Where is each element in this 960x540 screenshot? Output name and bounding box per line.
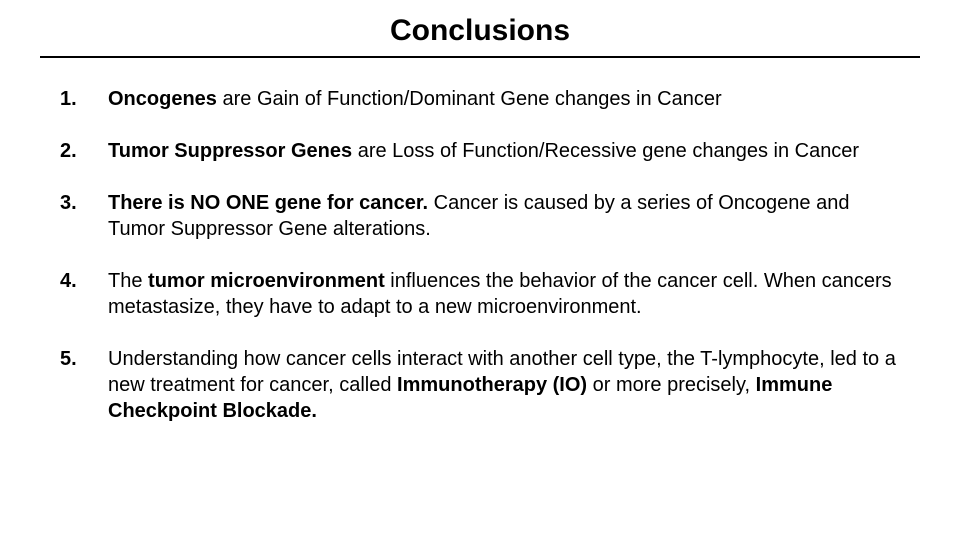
text-segment: are Loss of Function/Recessive gene chan… (352, 140, 859, 162)
item-text: Tumor Suppressor Genes are Loss of Funct… (108, 138, 910, 164)
item-text: There is NO ONE gene for cancer. Cancer … (108, 190, 910, 242)
text-segment: Oncogenes (108, 88, 217, 110)
list-item: 4.The tumor microenvironment influences … (60, 268, 910, 320)
text-segment: Tumor Suppressor Genes (108, 140, 352, 162)
item-number: 4. (60, 268, 108, 294)
list-item: 2.Tumor Suppressor Genes are Loss of Fun… (60, 138, 910, 164)
item-text: Understanding how cancer cells interact … (108, 346, 910, 424)
item-number: 1. (60, 86, 108, 112)
item-number: 5. (60, 346, 108, 372)
item-number: 3. (60, 190, 108, 216)
conclusions-list: 1.Oncogenes are Gain of Function/Dominan… (40, 86, 920, 424)
list-item: 5.Understanding how cancer cells interac… (60, 346, 910, 424)
text-segment: or more precisely, (587, 374, 756, 396)
item-number: 2. (60, 138, 108, 164)
text-segment: are Gain of Function/Dominant Gene chang… (217, 88, 722, 110)
text-segment: tumor microenvironment (148, 270, 385, 292)
list-item: 3.There is NO ONE gene for cancer. Cance… (60, 190, 910, 242)
item-text: Oncogenes are Gain of Function/Dominant … (108, 86, 910, 112)
slide-title: Conclusions (40, 14, 920, 58)
list-item: 1.Oncogenes are Gain of Function/Dominan… (60, 86, 910, 112)
text-segment: The (108, 270, 148, 292)
item-text: The tumor microenvironment influences th… (108, 268, 910, 320)
slide: Conclusions 1.Oncogenes are Gain of Func… (0, 0, 960, 540)
text-segment: There is NO ONE gene for cancer. (108, 192, 428, 214)
text-segment: Immunotherapy (IO) (397, 374, 587, 396)
